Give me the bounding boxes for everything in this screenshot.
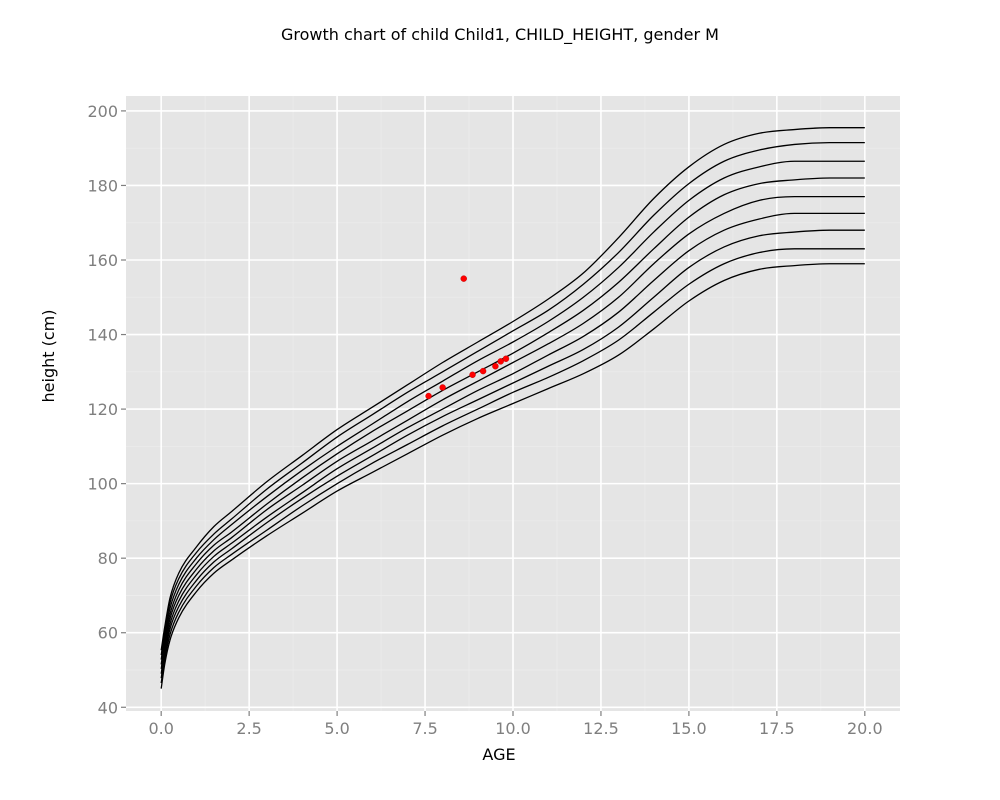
x-tick-label: 20.0	[847, 719, 883, 738]
y-tick-label: 80	[98, 549, 118, 568]
y-tick-label: 160	[87, 251, 118, 270]
child-measurements	[425, 275, 510, 400]
reference-curve-5	[160, 195, 865, 669]
reference-curve-7	[160, 160, 865, 660]
y-tick-label: 100	[87, 475, 118, 494]
reference-curve-1	[160, 263, 865, 689]
x-tick-label: 2.5	[236, 719, 261, 738]
y-tick-label: 200	[87, 102, 118, 121]
x-tick-label: 7.5	[412, 719, 437, 738]
measurement-point	[425, 392, 432, 400]
reference-curve-8	[160, 141, 865, 656]
x-tick-label: 15.0	[671, 719, 707, 738]
y-tick-label: 40	[98, 698, 118, 717]
measurement-point	[492, 363, 499, 370]
x-tick-label: 0.0	[148, 719, 173, 738]
reference-curve-4	[160, 212, 865, 674]
x-tick-label: 10.0	[495, 719, 531, 738]
reference-curve-9	[160, 127, 865, 651]
x-axis: 0.0 2.5 5.0 7.5 10.0 12.5 15.0 17.5 20.0	[148, 711, 883, 738]
reference-curve-2	[160, 248, 865, 684]
x-tick-label: 5.0	[324, 719, 349, 738]
y-tick-label: 140	[87, 326, 118, 345]
measurement-point	[502, 355, 510, 362]
y-tick-label: 60	[98, 624, 118, 643]
major-gridlines	[126, 96, 900, 711]
chart-title: Growth chart of child Child1, CHILD_HEIG…	[281, 25, 719, 45]
reference-curve-3	[160, 229, 865, 679]
x-axis-label: AGE	[482, 745, 515, 764]
y-tick-label: 180	[87, 176, 118, 195]
measurement-point	[497, 358, 504, 365]
reference-curves	[160, 127, 865, 689]
measurement-point	[469, 371, 476, 378]
y-axis: 40 60 80 100 120 140 160 180 200	[87, 102, 126, 717]
measurement-point	[439, 384, 446, 391]
x-tick-label: 17.5	[759, 719, 795, 738]
x-tick-label: 12.5	[583, 719, 619, 738]
y-axis-label: height (cm)	[39, 310, 58, 403]
measurement-point	[460, 275, 467, 282]
y-tick-label: 120	[87, 400, 118, 419]
measurement-point	[479, 367, 487, 375]
